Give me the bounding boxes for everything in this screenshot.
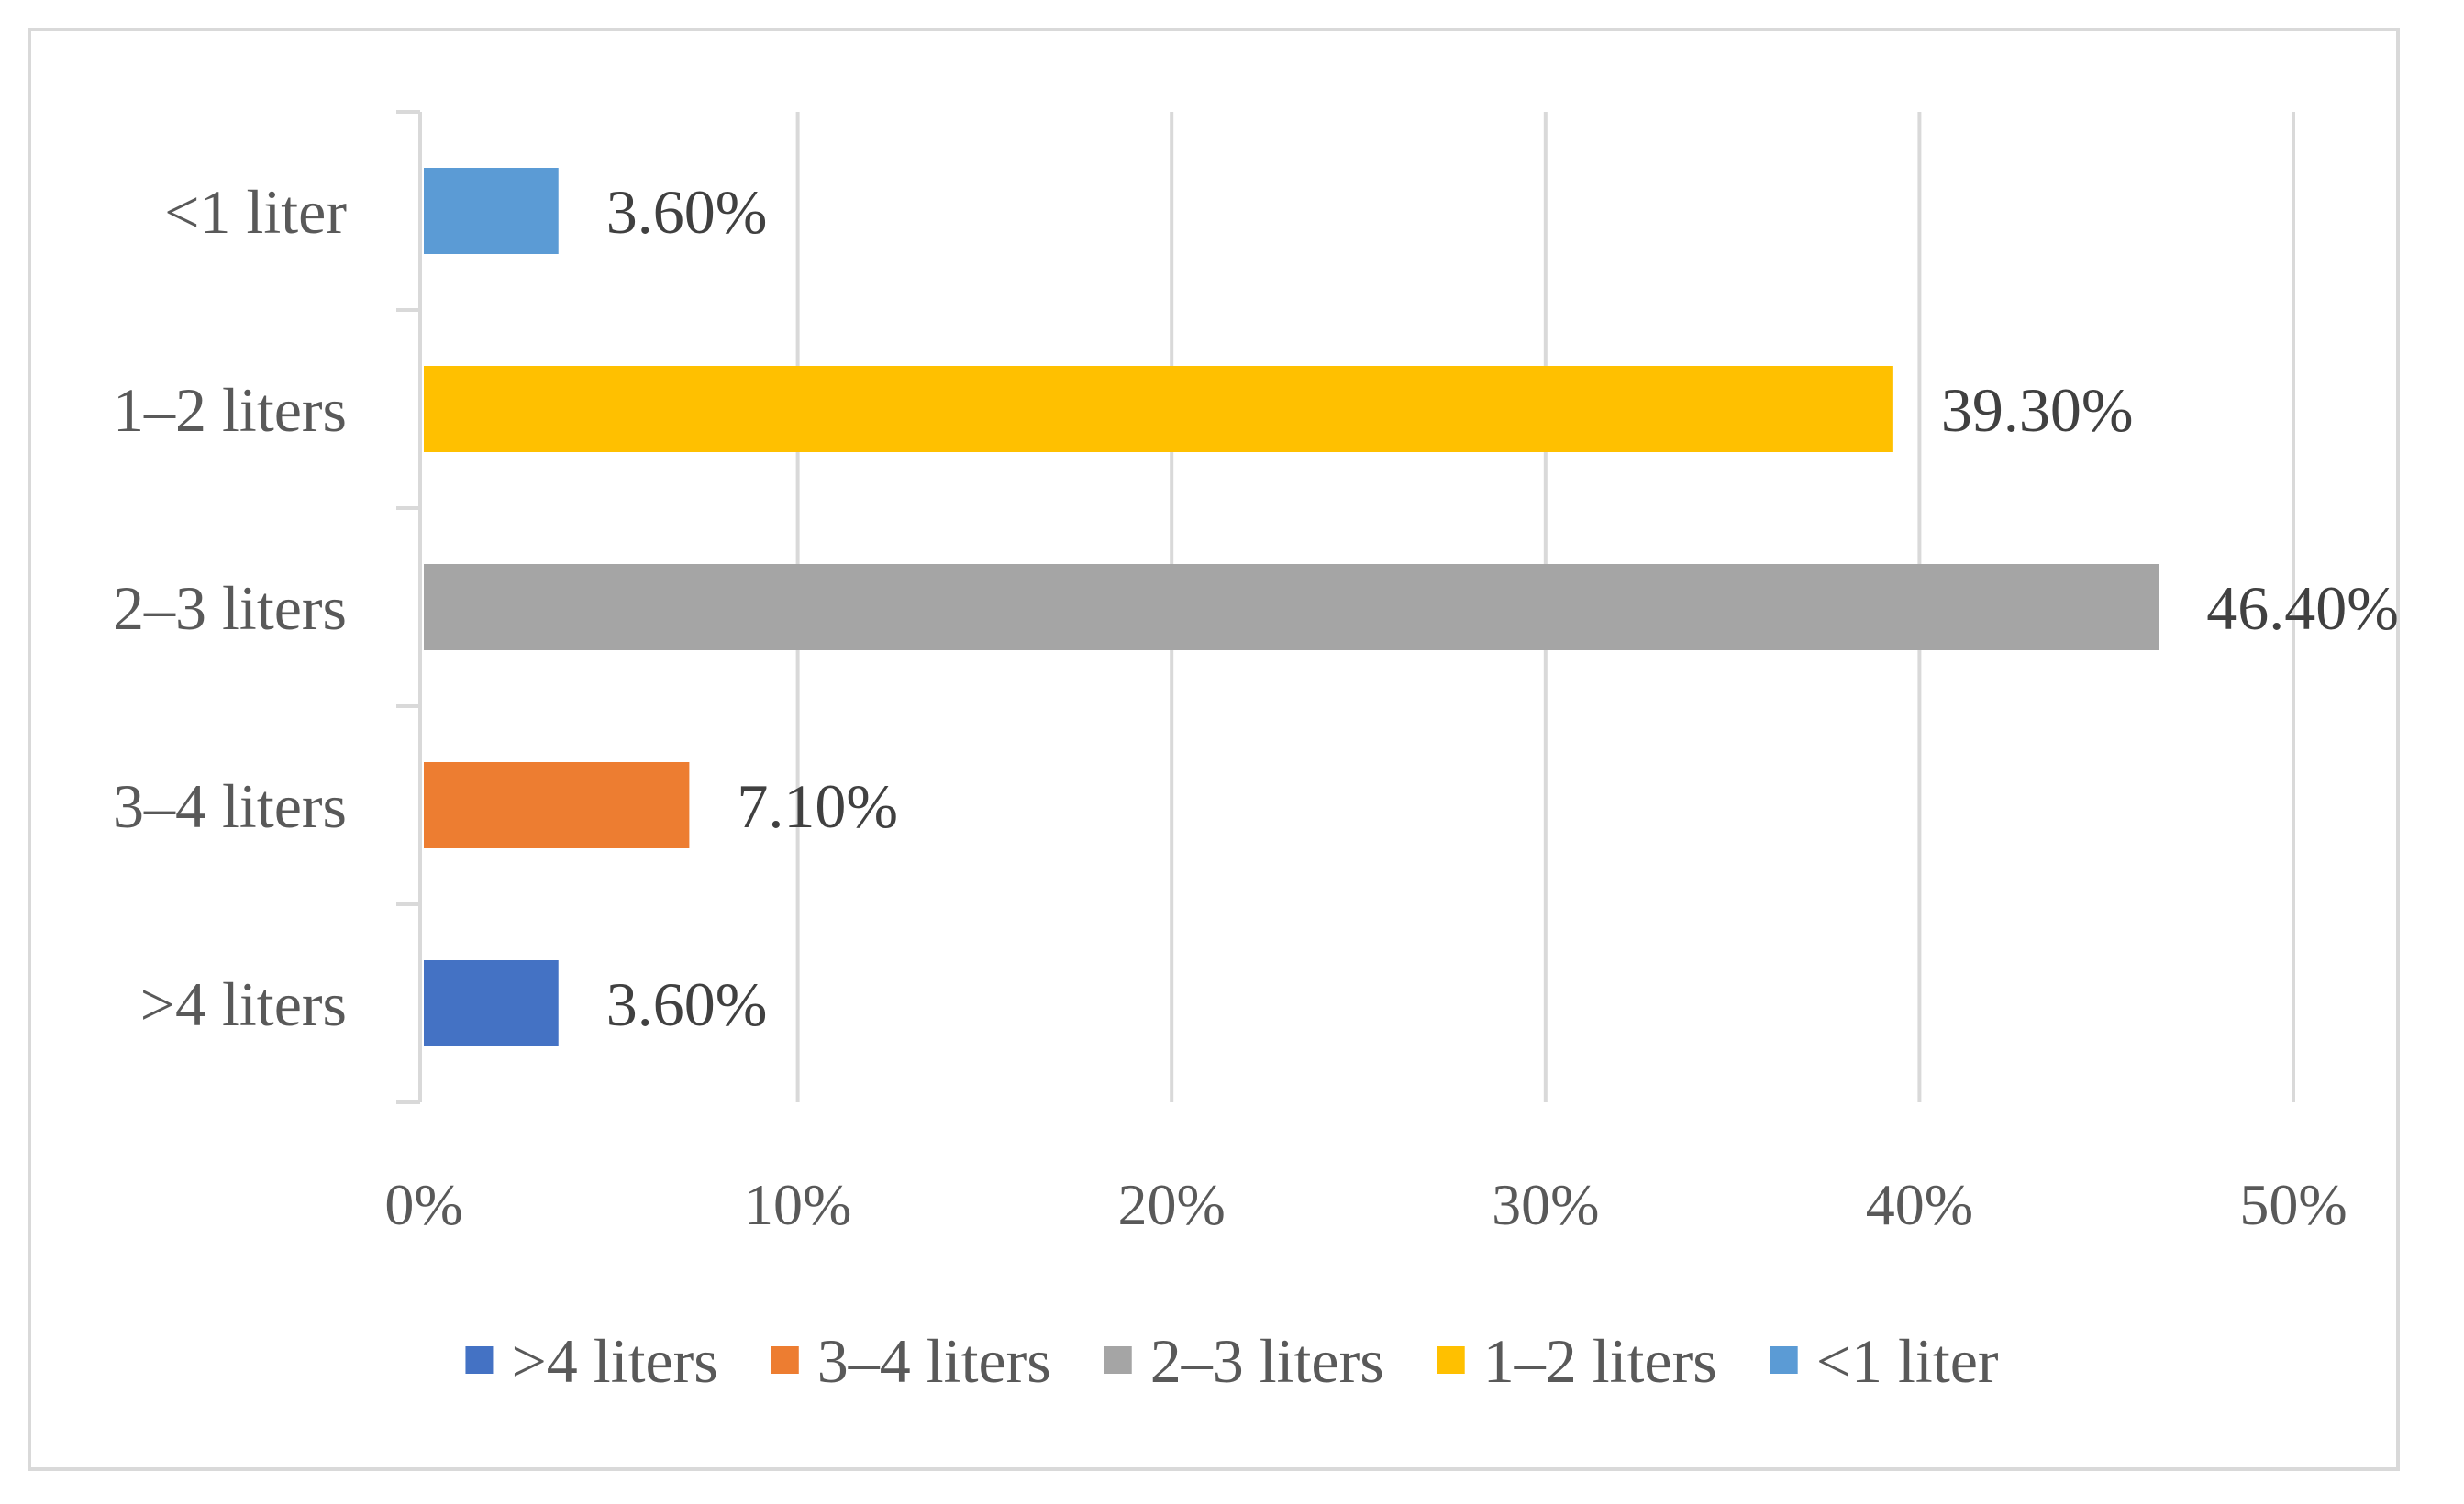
bar [424,366,1893,452]
data-labels: 3.60% 39.30% 46.40% 7.10% 3.60% [606,177,2399,1039]
data-label: 3.60% [606,177,768,247]
category-labels: <1 liter 1–2 liters 2–3 liters 3–4 liters >4… [113,177,347,1039]
category-axis [396,110,422,1104]
x-tick-label: 10% [744,1172,851,1237]
legend-swatch [1437,1346,1465,1374]
bar [424,762,690,848]
data-label: 39.30% [1941,375,2134,445]
legend-label: 3–4 liters [817,1326,1051,1396]
x-tick-label: 50% [2239,1172,2347,1237]
x-tick-label: 20% [1118,1172,1226,1237]
category-label: 3–4 liters [113,771,347,841]
legend-swatch [1104,1346,1132,1374]
data-label: 3.60% [606,969,768,1039]
x-axis-ticks: 0% 10% 20% 30% 40% 50% [384,1172,2347,1237]
legend-label: <1 liter [1816,1326,1999,1396]
chart-frame [28,28,2400,1471]
legend-item: 1–2 liters [1437,1326,1717,1396]
x-tick-label: 40% [1866,1172,1973,1237]
legend: >4 liters 3–4 liters 2–3 liters 1–2 liters <… [465,1326,1999,1396]
x-tick-label: 30% [1492,1172,1599,1237]
bar [424,564,2159,650]
bar [424,168,559,254]
bars [424,168,2159,1046]
legend-label: 1–2 liters [1483,1326,1717,1396]
legend-swatch [1770,1346,1798,1374]
category-label: 2–3 liters [113,573,347,643]
category-label: >4 liters [140,969,347,1039]
x-tick-label: 0% [384,1172,462,1237]
data-label: 7.10% [737,771,898,841]
legend-item: 3–4 liters [771,1326,1051,1396]
legend-swatch [771,1346,799,1374]
legend-label: >4 liters [511,1326,717,1396]
category-label: 1–2 liters [113,375,347,445]
legend-swatch [465,1346,494,1374]
legend-item: >4 liters [465,1326,718,1396]
category-label: <1 liter [164,177,347,247]
legend-item: <1 liter [1770,1326,1999,1396]
legend-label: 2–3 liters [1150,1326,1384,1396]
data-label: 46.40% [2206,573,2399,643]
bar [424,960,559,1046]
legend-item: 2–3 liters [1104,1326,1384,1396]
